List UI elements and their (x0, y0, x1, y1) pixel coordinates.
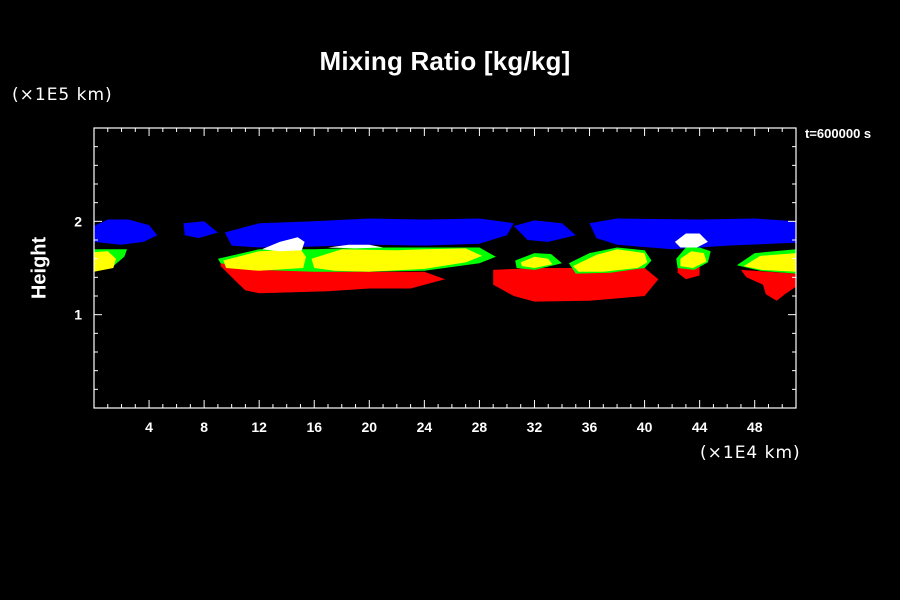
contour-region-level_1-6 (493, 268, 659, 302)
x-tick-label: 32 (527, 419, 543, 435)
contour-region-level_1-8 (740, 269, 796, 301)
time-label: t=600000 s (805, 126, 872, 141)
contour-region-level_5-0 (94, 219, 158, 245)
contour-region-level_2-19 (573, 249, 648, 272)
contour-region-level_2-17 (311, 248, 483, 272)
plot-frame (93, 127, 797, 409)
contour-regions (94, 218, 796, 302)
x-tick-label: 24 (417, 419, 433, 435)
x-tick-label: 16 (306, 419, 322, 435)
contour-region-level_4-23 (674, 233, 708, 248)
x-tick-label: 4 (145, 419, 153, 435)
contour-region-level_2-21 (743, 253, 796, 272)
x-tick-label: 36 (582, 419, 598, 435)
x-tick-label: 8 (200, 419, 208, 435)
contour-region-level_5-2 (224, 218, 514, 248)
x-tick-label: 48 (747, 419, 763, 435)
y-tick-label: 2 (74, 213, 82, 229)
contour-region-level_5-3 (513, 220, 576, 242)
contour-region-level_4-22 (261, 237, 305, 252)
chart-title: Mixing Ratio [kg/kg] (319, 46, 571, 76)
contour-region-level_2-15 (94, 251, 116, 272)
x-tick-label: 44 (692, 419, 708, 435)
contour-region-level_2-20 (680, 251, 707, 268)
x-tick-label: 20 (362, 419, 378, 435)
x-tick-label: 28 (472, 419, 488, 435)
contour-region-level_5-1 (183, 221, 218, 239)
y-scale-label: (×1E5 km) (12, 85, 113, 105)
contour-region-level_2-18 (520, 256, 553, 268)
x-tick-label: 12 (251, 419, 267, 435)
contour-region-level_2-16 (223, 249, 306, 271)
y-tick-label: 1 (74, 307, 82, 323)
x-scale-label: (×1E4 km) (700, 443, 801, 463)
contour-region-level_4-24 (328, 244, 384, 249)
x-tick-label: 40 (637, 419, 653, 435)
contour-region-level_1-5 (220, 260, 445, 294)
